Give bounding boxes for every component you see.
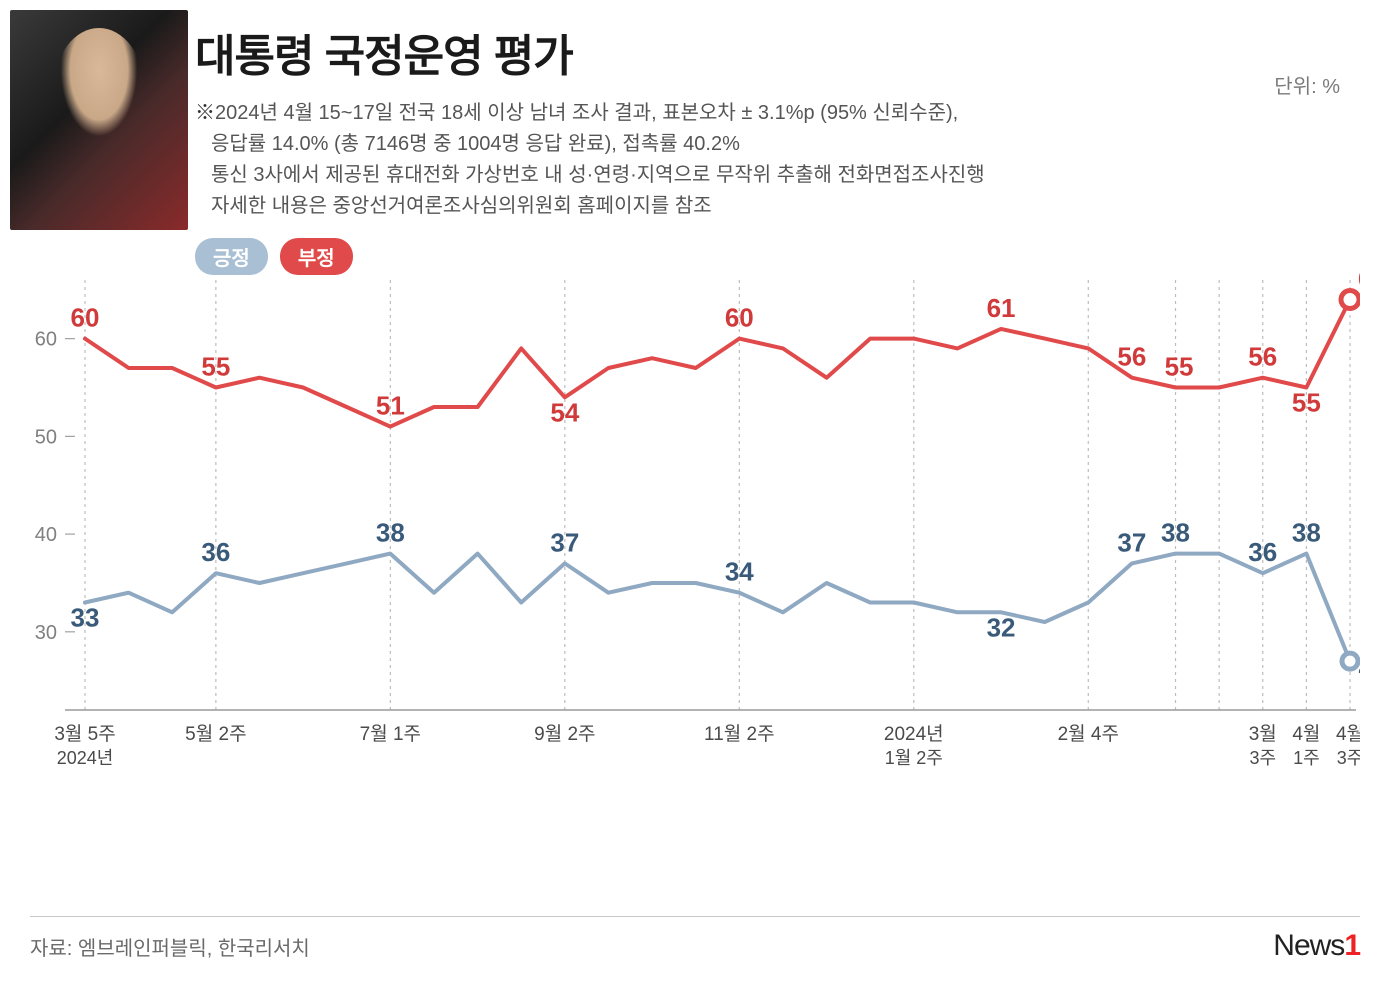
svg-text:3월 5주: 3월 5주 bbox=[54, 723, 115, 745]
svg-text:1주: 1주 bbox=[1293, 748, 1320, 768]
svg-text:4월: 4월 bbox=[1292, 723, 1320, 745]
svg-text:37: 37 bbox=[550, 527, 579, 557]
svg-text:3주: 3주 bbox=[1249, 748, 1276, 768]
svg-text:36: 36 bbox=[1248, 537, 1277, 567]
svg-text:55: 55 bbox=[1292, 388, 1321, 418]
svg-text:56: 56 bbox=[1248, 342, 1277, 372]
svg-text:36: 36 bbox=[201, 537, 230, 567]
svg-text:64: 64 bbox=[1358, 270, 1360, 294]
svg-text:33: 33 bbox=[71, 603, 100, 633]
chart-subtitle: ※2024년 4월 15~17일 전국 18세 이상 남녀 조사 결과, 표본오… bbox=[195, 98, 1360, 222]
portrait-image bbox=[10, 10, 188, 230]
svg-text:40: 40 bbox=[35, 524, 57, 546]
header: 대통령 국정운영 평가 단위: % ※2024년 4월 15~17일 전국 18… bbox=[195, 20, 1360, 275]
news1-logo: News1 bbox=[1273, 929, 1360, 963]
svg-text:55: 55 bbox=[1165, 352, 1194, 382]
logo-text: News bbox=[1273, 929, 1344, 962]
svg-text:38: 38 bbox=[1161, 518, 1190, 548]
svg-text:54: 54 bbox=[550, 397, 579, 427]
svg-text:51: 51 bbox=[376, 391, 405, 421]
svg-text:9월 2주: 9월 2주 bbox=[534, 723, 595, 745]
subtitle-line4: 자세한 내용은 중앙선거여론조사심의위원회 홈페이지를 참조 bbox=[211, 191, 712, 222]
chart-area: 30 40 50 60 3월 5주 2024년 5월 2주 7월 1주 9월 2주 11월 2주 2… bbox=[30, 270, 1360, 830]
unit-label: 단위: % bbox=[1274, 70, 1340, 99]
svg-text:60: 60 bbox=[71, 303, 100, 333]
svg-text:50: 50 bbox=[35, 426, 57, 448]
svg-text:11월 2주: 11월 2주 bbox=[704, 723, 775, 745]
svg-text:7월 1주: 7월 1주 bbox=[360, 723, 421, 745]
subtitle-line3: 통신 3사에서 제공된 휴대전화 가상번호 내 성·연령·지역으로 무작위 추출… bbox=[211, 160, 985, 191]
line-chart: 30 40 50 60 3월 5주 2024년 5월 2주 7월 1주 9월 2주 11월 2주 2… bbox=[30, 270, 1360, 830]
svg-text:37: 37 bbox=[1117, 527, 1146, 557]
source-label: 자료: 엠브레인퍼블릭, 한국리서치 bbox=[30, 932, 310, 961]
svg-text:5월 2주: 5월 2주 bbox=[185, 723, 246, 745]
svg-text:38: 38 bbox=[1292, 518, 1321, 548]
svg-text:3주: 3주 bbox=[1337, 748, 1360, 768]
svg-text:1월 2주: 1월 2주 bbox=[885, 748, 943, 768]
svg-text:4월: 4월 bbox=[1336, 723, 1360, 745]
svg-text:60: 60 bbox=[725, 303, 754, 333]
logo-one: 1 bbox=[1344, 929, 1360, 962]
svg-text:30: 30 bbox=[35, 622, 57, 644]
svg-text:32: 32 bbox=[987, 612, 1016, 642]
svg-text:2024년: 2024년 bbox=[884, 723, 944, 745]
chart-title: 대통령 국정운영 평가 bbox=[195, 20, 1360, 84]
svg-text:60: 60 bbox=[35, 329, 57, 351]
svg-text:38: 38 bbox=[376, 518, 405, 548]
subtitle-line1: 2024년 4월 15~17일 전국 18세 이상 남녀 조사 결과, 표본오차… bbox=[215, 102, 958, 124]
svg-text:34: 34 bbox=[725, 557, 754, 587]
subtitle-line2: 응답률 14.0% (총 7146명 중 1004명 응답 완료), 접촉률 4… bbox=[211, 129, 740, 160]
svg-text:3월: 3월 bbox=[1249, 723, 1277, 745]
subtitle-lead: ※ bbox=[195, 102, 215, 124]
svg-text:56: 56 bbox=[1117, 342, 1146, 372]
svg-text:55: 55 bbox=[201, 352, 230, 382]
svg-text:2월 4주: 2월 4주 bbox=[1058, 723, 1119, 745]
svg-text:2024년: 2024년 bbox=[57, 748, 114, 768]
svg-text:61: 61 bbox=[987, 293, 1016, 323]
footer-divider bbox=[30, 916, 1360, 917]
